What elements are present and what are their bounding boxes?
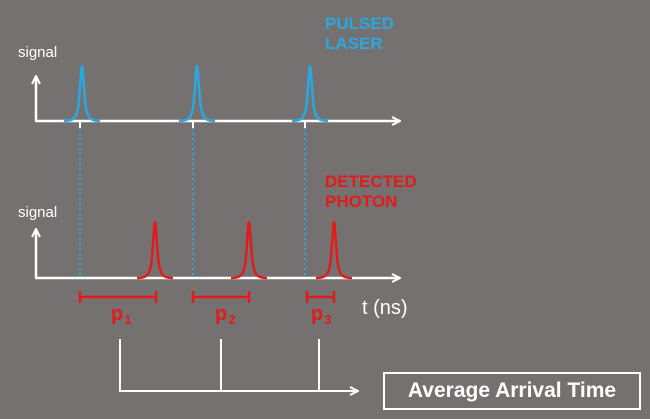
photon-axis-label: signal: [18, 204, 58, 221]
average-arrival-time-box: Average Arrival Time: [383, 372, 641, 410]
laser-axis-label: signal: [18, 44, 58, 61]
interval-label-3-letter: p: [311, 303, 324, 325]
photon-caption-line-1: DETECTED: [325, 172, 417, 191]
laser-caption-line-1: PULSED: [325, 14, 394, 33]
interval-label-2-letter: p: [215, 303, 228, 325]
average-bracket: [119, 339, 320, 391]
laser-caption-line-2: LASER: [325, 34, 383, 53]
interval-label-1-letter: p: [111, 303, 124, 325]
photon-caption-line-2: PHOTON: [325, 192, 398, 211]
interval-bar-2: [191, 291, 251, 303]
interval-bar-3: [305, 291, 336, 303]
interval-label-2-index: 2: [228, 312, 236, 327]
photon-pulse-2: [230, 220, 268, 280]
laser-pulse-1: [63, 64, 101, 123]
interval-bar-1: [78, 291, 158, 303]
laser-pulse-2: [178, 64, 216, 123]
interval-label-1: p1: [111, 304, 131, 326]
photon-caption: DETECTED PHOTON: [325, 172, 417, 212]
laser-pulse-3: [291, 64, 329, 123]
laser-caption: PULSED LASER: [325, 14, 394, 54]
time-axis-label: t (ns): [362, 297, 408, 319]
interval-label-3-index: 3: [324, 312, 332, 327]
photon-pulse-1: [136, 220, 174, 280]
photon-pulse-3: [315, 220, 353, 280]
interval-label-3: p3: [311, 304, 331, 326]
interval-label-1-index: 1: [124, 312, 132, 327]
interval-label-2: p2: [215, 304, 235, 326]
average-arrival-time-label: Average Arrival Time: [407, 379, 617, 402]
